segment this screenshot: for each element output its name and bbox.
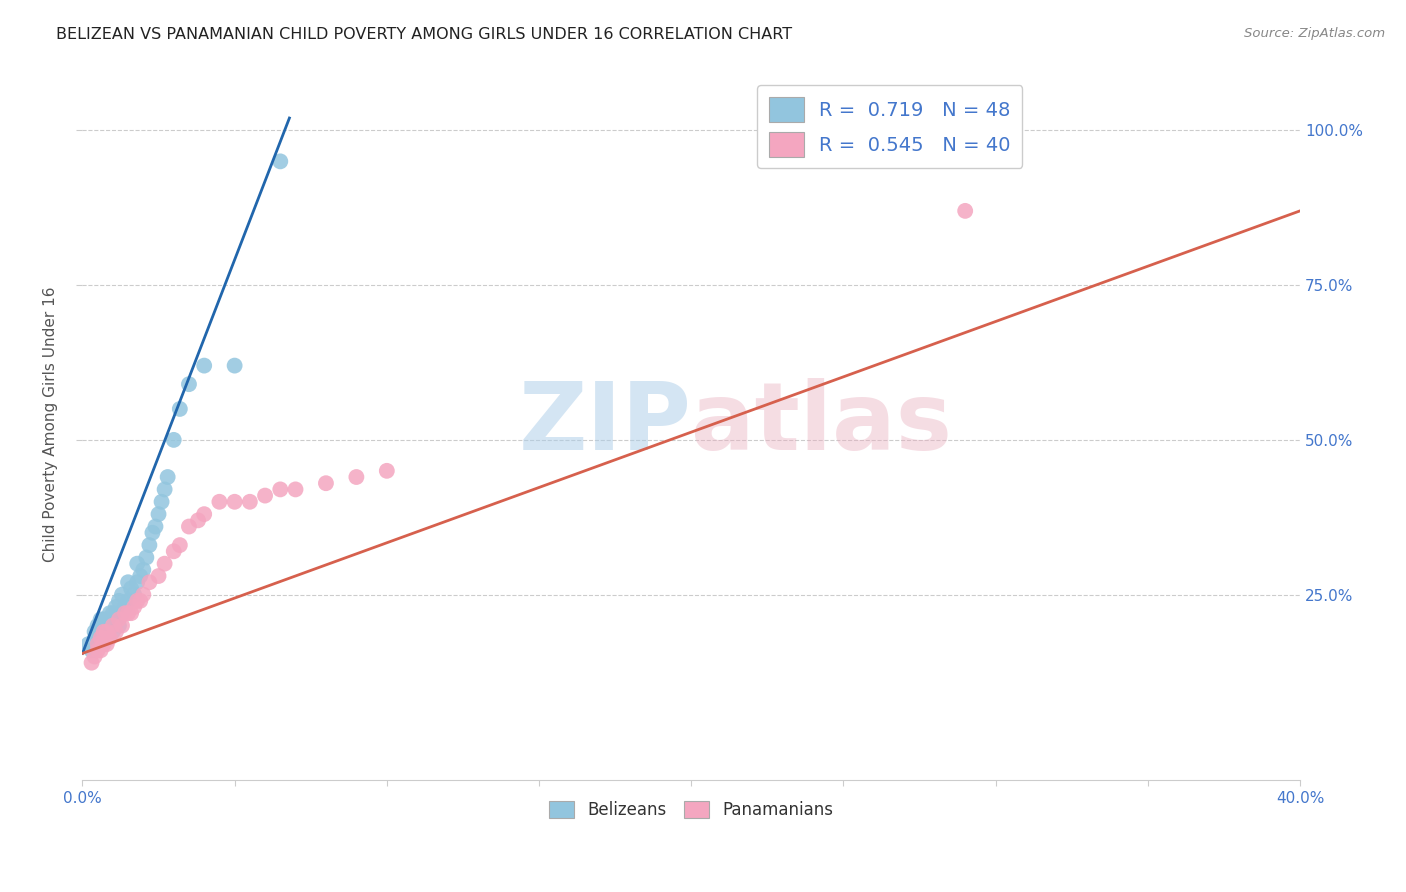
Point: [98, 631, 121, 645]
Point: [117, 606, 139, 620]
Point: [132, 588, 155, 602]
Point: [122, 588, 145, 602]
Point: [153, 557, 176, 571]
Point: [193, 507, 215, 521]
Point: [108, 618, 131, 632]
Point: [86, 637, 108, 651]
Point: [108, 606, 131, 620]
Point: [108, 594, 131, 608]
Point: [127, 594, 149, 608]
Point: [96, 618, 118, 632]
Point: [284, 483, 307, 497]
Point: [80, 643, 103, 657]
Point: [96, 637, 118, 651]
Point: [96, 624, 118, 639]
Point: [135, 550, 157, 565]
Point: [90, 612, 112, 626]
Point: [93, 612, 115, 626]
Point: [315, 476, 337, 491]
Point: [101, 618, 124, 632]
Point: [169, 401, 191, 416]
Point: [375, 464, 398, 478]
Point: [269, 483, 291, 497]
Point: [111, 618, 134, 632]
Point: [101, 624, 124, 639]
Point: [344, 470, 367, 484]
Point: [101, 612, 124, 626]
Point: [104, 612, 127, 626]
Point: [177, 519, 200, 533]
Point: [117, 594, 139, 608]
Point: [86, 643, 108, 657]
Point: [96, 624, 118, 639]
Point: [80, 656, 103, 670]
Point: [269, 154, 291, 169]
Point: [104, 599, 127, 614]
Point: [101, 618, 124, 632]
Point: [90, 624, 112, 639]
Point: [120, 582, 142, 596]
Point: [224, 495, 246, 509]
Point: [148, 569, 170, 583]
Point: [90, 631, 112, 645]
Text: Source: ZipAtlas.com: Source: ZipAtlas.com: [1244, 27, 1385, 40]
Text: ZIP: ZIP: [519, 378, 692, 470]
Point: [163, 544, 186, 558]
Point: [177, 377, 200, 392]
Point: [93, 624, 115, 639]
Point: [145, 519, 167, 533]
Point: [93, 637, 115, 651]
Point: [138, 538, 160, 552]
Point: [111, 588, 134, 602]
Point: [117, 575, 139, 590]
Point: [98, 618, 121, 632]
Point: [132, 563, 155, 577]
Point: [150, 495, 173, 509]
Point: [83, 624, 105, 639]
Text: BELIZEAN VS PANAMANIAN CHILD POVERTY AMONG GIRLS UNDER 16 CORRELATION CHART: BELIZEAN VS PANAMANIAN CHILD POVERTY AMO…: [56, 27, 793, 42]
Point: [224, 359, 246, 373]
Point: [96, 612, 118, 626]
Legend: Belizeans, Panamanians: Belizeans, Panamanians: [543, 794, 839, 825]
Point: [138, 575, 160, 590]
Point: [208, 495, 231, 509]
Point: [129, 569, 152, 583]
Point: [90, 643, 112, 657]
Point: [193, 359, 215, 373]
Point: [148, 507, 170, 521]
Point: [101, 606, 124, 620]
Point: [120, 606, 142, 620]
Point: [108, 612, 131, 626]
Point: [153, 483, 176, 497]
Point: [114, 599, 136, 614]
Point: [187, 513, 209, 527]
Point: [163, 433, 186, 447]
Point: [122, 599, 145, 614]
Point: [93, 618, 115, 632]
Point: [141, 525, 163, 540]
Point: [111, 606, 134, 620]
Point: [129, 594, 152, 608]
Point: [127, 575, 149, 590]
Point: [77, 637, 100, 651]
Point: [98, 606, 121, 620]
Point: [86, 631, 108, 645]
Point: [239, 495, 262, 509]
Point: [127, 557, 149, 571]
Point: [169, 538, 191, 552]
Point: [156, 470, 179, 484]
Y-axis label: Child Poverty Among Girls Under 16: Child Poverty Among Girls Under 16: [44, 286, 58, 562]
Point: [86, 618, 108, 632]
Point: [114, 606, 136, 620]
Text: atlas: atlas: [692, 378, 952, 470]
Point: [254, 489, 277, 503]
Point: [953, 203, 976, 218]
Point: [83, 649, 105, 664]
Point: [104, 624, 127, 639]
